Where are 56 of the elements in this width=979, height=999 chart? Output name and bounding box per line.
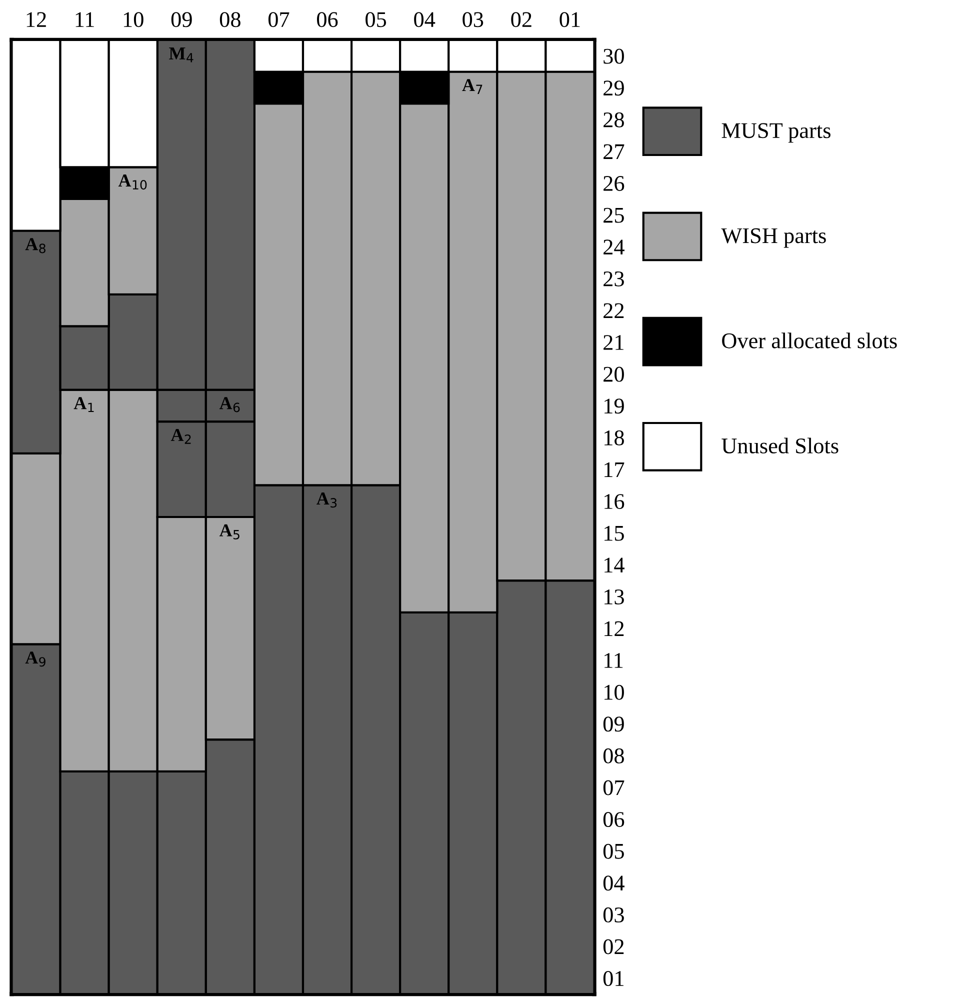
y-tick-label: 14 bbox=[604, 558, 624, 572]
x-tick-label: 05 bbox=[366, 12, 386, 28]
x-tick-label: 01 bbox=[560, 12, 580, 28]
y-tick-label: 04 bbox=[603, 876, 624, 891]
y-tick-label: 26 bbox=[604, 176, 624, 191]
y-tick-label: 24 bbox=[604, 240, 624, 254]
y-tick-label: 02 bbox=[603, 939, 624, 954]
y-tick-label: 29 bbox=[604, 80, 624, 96]
y-tick-label: 11 bbox=[604, 653, 623, 668]
y-tick-label: 07 bbox=[603, 780, 624, 796]
legend-label: MUST parts bbox=[722, 123, 830, 143]
x-tick-label: 11 bbox=[76, 12, 94, 27]
y-tick-label: 12 bbox=[604, 621, 624, 636]
x-tick-label: 08 bbox=[220, 12, 240, 28]
annotation: A$_{5}$ bbox=[219, 524, 240, 540]
y-tick-label: 05 bbox=[603, 844, 624, 859]
annotation: A$_{6}$ bbox=[219, 397, 240, 412]
annotation: A$_{7}$ bbox=[462, 79, 482, 94]
x-tick-label: 02 bbox=[511, 12, 532, 28]
y-tick-label: 19 bbox=[604, 398, 624, 414]
y-tick-label: 13 bbox=[604, 589, 624, 604]
annotation: M$_{4}$ bbox=[169, 48, 194, 62]
y-tick-label: 10 bbox=[604, 684, 624, 700]
y-tick-label: 15 bbox=[604, 526, 624, 541]
x-tick-label: 07 bbox=[268, 12, 290, 28]
x-tick-label: 06 bbox=[317, 12, 338, 28]
y-tick-label: 22 bbox=[604, 303, 624, 318]
legend-label: Over allocated slots bbox=[722, 332, 897, 348]
x-tick-label: 12 bbox=[26, 12, 46, 27]
annotation: A$_{8}$ bbox=[25, 238, 46, 254]
y-tick-label: 21 bbox=[604, 335, 624, 350]
legend-label: Unused Slots bbox=[722, 438, 838, 454]
annotation: A$_{10}$ bbox=[118, 174, 147, 190]
annotation: A$_{9}$ bbox=[25, 652, 46, 667]
annotation: A$_{1}$ bbox=[74, 397, 94, 412]
x-tick-label: 03 bbox=[462, 12, 484, 28]
x-tick-label: 04 bbox=[414, 12, 436, 28]
y-tick-label: 30 bbox=[604, 48, 624, 64]
annotation: A$_{2}$ bbox=[170, 428, 191, 444]
y-tick-label: 09 bbox=[603, 716, 624, 732]
legend-label: WISH parts bbox=[721, 228, 826, 248]
y-tick-label: 23 bbox=[604, 271, 624, 286]
y-tick-label: 27 bbox=[604, 144, 624, 159]
y-tick-label: 17 bbox=[604, 462, 624, 477]
y-tick-label: 18 bbox=[604, 430, 624, 446]
y-tick-label: 25 bbox=[604, 208, 624, 223]
annotation: A$_{3}$ bbox=[316, 492, 337, 508]
y-tick-label: 28 bbox=[604, 112, 624, 128]
y-tick-label: 06 bbox=[603, 812, 624, 828]
x-tick-label: 09 bbox=[171, 12, 192, 28]
y-tick-label: 03 bbox=[603, 907, 624, 922]
y-tick-label: 16 bbox=[604, 494, 624, 510]
y-tick-label: 08 bbox=[603, 748, 624, 764]
y-tick-label: 20 bbox=[604, 366, 624, 382]
x-tick-label: 10 bbox=[124, 12, 144, 28]
y-tick-label: 01 bbox=[603, 971, 624, 986]
